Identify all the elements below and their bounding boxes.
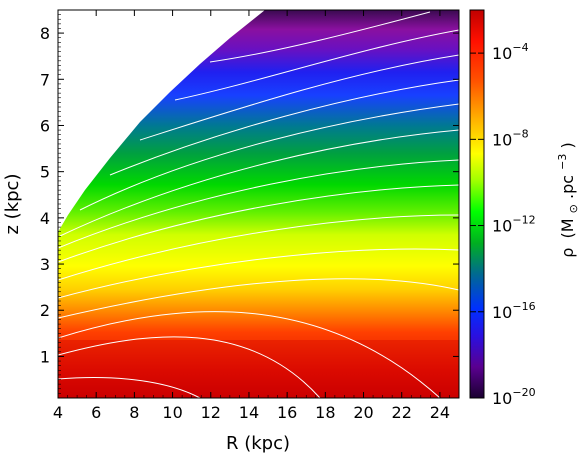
colorbar-tick-label: 10−4	[492, 41, 529, 63]
y-axis: 1 2 3 4 5 6 7 8	[40, 9, 459, 394]
colorbar-tick-base: 10	[492, 389, 512, 408]
contour-line	[58, 377, 201, 398]
contour-line	[109, 79, 459, 176]
contour-line	[209, 11, 431, 63]
colorbar-tick-exp: −12	[512, 214, 535, 227]
x-tick-label: 20	[353, 403, 373, 422]
contour-line	[58, 214, 459, 281]
colorbar-tick-label: 10−12	[492, 214, 536, 236]
colorbar-gradient	[469, 9, 485, 399]
contour-line	[79, 103, 459, 211]
colorbar-tick-base: 10	[492, 130, 512, 149]
colorbar-tick-label: 10−8	[492, 127, 529, 149]
x-axis-label: R (kpc)	[226, 433, 290, 454]
colorbar-tick-base: 10	[492, 44, 512, 63]
y-tick-label: 2	[40, 301, 50, 320]
colorbar-tick-exp: −4	[512, 41, 528, 54]
contour-line	[58, 248, 459, 299]
contour-line	[174, 29, 459, 101]
colorbar-label-sun: ⊙	[567, 204, 580, 213]
colorbar-tick-exp: −20	[512, 386, 535, 399]
x-tick-label: 16	[277, 403, 297, 422]
y-tick-label: 5	[40, 163, 50, 182]
x-tick-label: 14	[239, 403, 259, 422]
x-tick-label: 6	[91, 403, 101, 422]
colorbar-label-mid: .pc	[558, 175, 577, 199]
contour-line	[58, 184, 459, 263]
x-axis: 4 6 8 10 12 14 16 18 20 22 24	[53, 10, 460, 422]
x-tick-label: 4	[53, 403, 63, 422]
density-core	[58, 340, 459, 398]
x-tick-label: 18	[315, 403, 335, 422]
colorbar-label: ρ (M ⊙ .pc −3 )	[551, 142, 581, 257]
y-tick-label: 6	[40, 116, 50, 135]
x-tick-label: 12	[201, 403, 221, 422]
undefined-region	[58, 10, 265, 232]
colorbar-label-symbol: ρ	[558, 248, 577, 258]
contour-line	[58, 311, 441, 398]
y-tick-label: 7	[40, 70, 50, 89]
y-tick-label: 3	[40, 255, 50, 274]
contour-line	[58, 278, 459, 319]
contour-line	[59, 129, 459, 237]
colorbar-tick-exp: −8	[512, 127, 528, 140]
y-tick-label: 8	[40, 24, 50, 43]
y-axis-label: z (kpc)	[2, 174, 23, 235]
x-tick-label: 10	[162, 403, 182, 422]
x-tick-label: 24	[430, 403, 450, 422]
x-tick-label: 22	[392, 403, 412, 422]
colorbar-tick-label: 10−16	[492, 300, 536, 322]
colorbar-label-close: )	[558, 142, 577, 148]
x-tick-label: 8	[129, 403, 139, 422]
colorbar-tick-base: 10	[492, 303, 512, 322]
contour-line	[58, 336, 321, 398]
colorbar-tick-exp: −16	[512, 300, 535, 313]
colorbar-tick-label: 10−20	[492, 386, 536, 408]
contour-line	[58, 159, 459, 249]
colorbar-label-exp: −3	[556, 154, 569, 170]
plot-area	[58, 10, 459, 398]
contour-line	[139, 54, 459, 141]
y-tick-label: 4	[40, 209, 50, 228]
y-tick-label: 1	[40, 347, 50, 366]
colorbar-label-open: (M	[558, 218, 577, 238]
colorbar-tick-base: 10	[492, 217, 512, 236]
contour-lines	[58, 11, 459, 398]
